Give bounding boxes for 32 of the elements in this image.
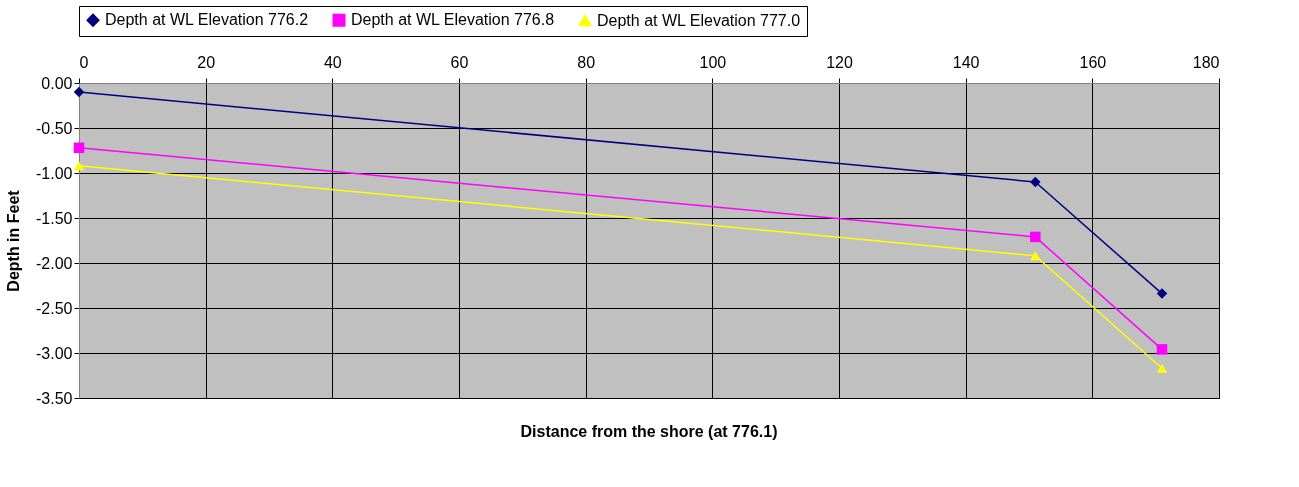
point [1156,344,1168,355]
x-tick-label: 40 [323,53,342,71]
x-tick-label: 140 [952,53,980,71]
point [73,142,85,154]
point [73,86,85,98]
x-tick-label: 120 [826,53,853,71]
y-tick-label: -2.00 [36,254,73,272]
y-tick-label: -0.50 [36,119,73,137]
y-tick-label: -3.50 [36,389,73,407]
x-tick-label: 100 [699,53,727,71]
x-tick-label: 180 [1192,53,1220,71]
x-tick-label: 160 [1079,53,1107,71]
legend-label: Depth at WL Elevation 776.8 [351,11,555,29]
point [73,161,85,171]
y-tick-label: 0.00 [41,74,73,92]
y-axis-title: Depth in Feet [5,189,23,292]
x-tick-label: 80 [577,53,596,71]
x-tick-label: 0 [79,53,89,71]
x-axis-title: Distance from the shore (at 776.1) [520,423,778,440]
point [1030,251,1041,261]
point [1030,176,1041,188]
y-tick-label: -2.50 [36,299,73,317]
x-tick-label: 20 [197,53,216,71]
legend-label: Depth at WL Elevation 777.0 [597,11,801,29]
y-tick-label: -3.00 [36,344,73,362]
y-tick-label: -1.50 [36,209,73,227]
y-tick-label: -1.00 [36,164,73,182]
legend-label: Depth at WL Elevation 776.2 [105,11,309,29]
point [1156,363,1168,373]
x-tick-label: 60 [450,53,469,71]
point [1156,288,1168,299]
point [1030,231,1041,243]
